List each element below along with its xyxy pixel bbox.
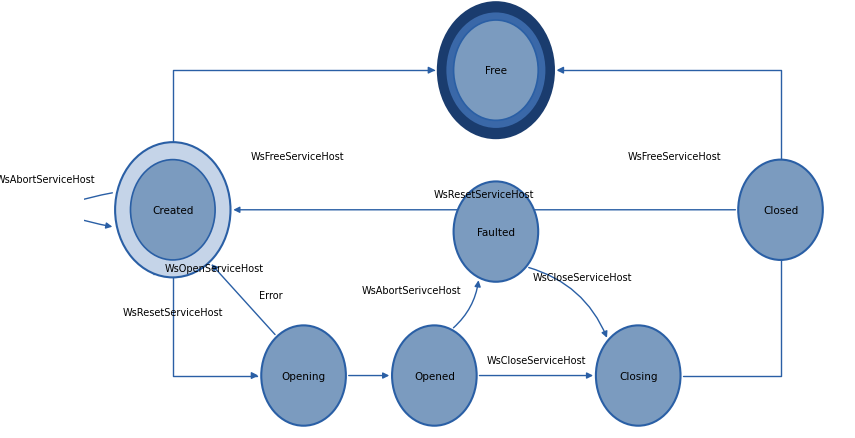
Text: WsAbortServiceHost: WsAbortServiceHost — [0, 175, 96, 185]
FancyArrowPatch shape — [528, 268, 607, 336]
Text: Closing: Closing — [619, 371, 657, 381]
Text: Opening: Opening — [281, 371, 326, 381]
Text: Faulted: Faulted — [477, 227, 515, 237]
Ellipse shape — [131, 160, 215, 260]
FancyArrowPatch shape — [212, 265, 275, 335]
Ellipse shape — [454, 182, 538, 282]
Text: WsResetServiceHost: WsResetServiceHost — [122, 307, 223, 318]
Text: WsCloseServiceHost: WsCloseServiceHost — [486, 355, 586, 365]
Text: WsFreeServiceHost: WsFreeServiceHost — [251, 152, 345, 162]
FancyArrowPatch shape — [235, 208, 735, 213]
Ellipse shape — [447, 14, 545, 127]
FancyArrowPatch shape — [453, 282, 481, 328]
Text: WsFreeServiceHost: WsFreeServiceHost — [628, 152, 722, 162]
FancyArrowPatch shape — [480, 373, 592, 378]
Text: Closed: Closed — [763, 205, 799, 215]
Text: Created: Created — [152, 205, 193, 215]
Text: WsCloseServiceHost: WsCloseServiceHost — [533, 272, 632, 282]
FancyArrowPatch shape — [349, 373, 387, 378]
FancyArrowPatch shape — [66, 194, 112, 229]
Ellipse shape — [115, 143, 231, 278]
Text: WsResetServiceHost: WsResetServiceHost — [434, 190, 534, 199]
Text: WsAbortSerivceHost: WsAbortSerivceHost — [362, 286, 461, 296]
Ellipse shape — [738, 160, 823, 260]
Text: WsOpenServiceHost: WsOpenServiceHost — [165, 263, 264, 273]
Text: Free: Free — [485, 66, 507, 76]
Ellipse shape — [596, 325, 681, 426]
Ellipse shape — [392, 325, 477, 426]
Text: Error: Error — [258, 290, 282, 300]
Ellipse shape — [439, 4, 553, 138]
Ellipse shape — [454, 21, 538, 121]
Ellipse shape — [262, 325, 346, 426]
FancyArrowPatch shape — [154, 224, 193, 275]
Text: Opened: Opened — [414, 371, 455, 381]
